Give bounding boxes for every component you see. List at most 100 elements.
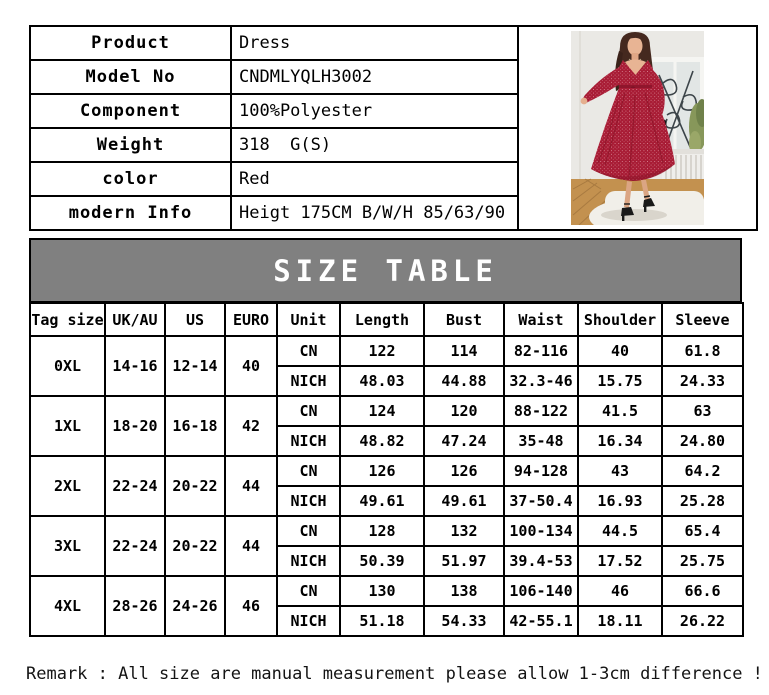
unit-cell: NICH bbox=[276, 605, 341, 637]
product-photo bbox=[571, 31, 704, 225]
measurement-cell: 44.88 bbox=[423, 365, 505, 397]
measurement-cell: 44.5 bbox=[577, 515, 663, 547]
spec-label: modern Info bbox=[29, 195, 232, 231]
tag-size-cell: 3XL bbox=[29, 515, 106, 577]
size-cell: 24-26 bbox=[164, 575, 226, 637]
spec-label: Weight bbox=[29, 127, 232, 163]
tag-size-cell: 4XL bbox=[29, 575, 106, 637]
tag-size-cell: 2XL bbox=[29, 455, 106, 517]
size-cell: 46 bbox=[224, 575, 278, 637]
measurement-cell: 46 bbox=[577, 575, 663, 607]
size-row-cn: 2XL 22-24 20-22 44 CN 126 126 94-128 43 … bbox=[29, 455, 744, 517]
spec-label: Model No bbox=[29, 59, 232, 95]
size-cell: 22-24 bbox=[104, 455, 166, 517]
size-row-nich: NICH 50.39 51.97 39.4-53 17.52 25.75 bbox=[30, 545, 744, 577]
size-row-nich: NICH 51.18 54.33 42-55.1 18.11 26.22 bbox=[30, 605, 744, 637]
measurement-cell: 138 bbox=[423, 575, 505, 607]
measurement-cell: 66.6 bbox=[661, 575, 744, 607]
tag-size-cell: 1XL bbox=[29, 395, 106, 457]
size-cell: 20-22 bbox=[164, 515, 226, 577]
measurement-cell: 15.75 bbox=[577, 365, 663, 397]
measurement-cell: 100-134 bbox=[503, 515, 579, 547]
measurement-cell: 43 bbox=[577, 455, 663, 487]
column-header: Bust bbox=[423, 302, 505, 337]
measurement-cell: 124 bbox=[339, 395, 425, 427]
size-row-cn: 1XL 18-20 16-18 42 CN 124 120 88-122 41.… bbox=[29, 395, 744, 457]
unit-cell: CN bbox=[276, 455, 341, 487]
measurement-cell: 106-140 bbox=[503, 575, 579, 607]
measurement-cell: 25.28 bbox=[661, 485, 744, 517]
measurement-cell: 18.11 bbox=[577, 605, 663, 637]
column-header: Unit bbox=[276, 302, 341, 337]
product-photo-frame bbox=[519, 25, 758, 231]
measurement-cell: 35-48 bbox=[503, 425, 579, 457]
size-cell: 44 bbox=[224, 515, 278, 577]
measurement-cell: 54.33 bbox=[423, 605, 505, 637]
remark-text: Remark : All size are manual measurement… bbox=[26, 664, 763, 684]
size-cell: 18-20 bbox=[104, 395, 166, 457]
spec-label: Component bbox=[29, 93, 232, 129]
spec-row: modern Info Heigt 175CM B/W/H 85/63/90 bbox=[29, 195, 519, 231]
measurement-cell: 51.18 bbox=[339, 605, 425, 637]
spec-value: 100%Polyester bbox=[230, 93, 519, 129]
measurement-cell: 50.39 bbox=[339, 545, 425, 577]
measurement-cell: 51.97 bbox=[423, 545, 505, 577]
measurement-cell: 63 bbox=[661, 395, 744, 427]
measurement-cell: 47.24 bbox=[423, 425, 505, 457]
measurement-cell: 24.80 bbox=[661, 425, 744, 457]
size-row-cn: 0XL 14-16 12-14 40 CN 122 114 82-116 40 … bbox=[29, 335, 744, 397]
size-cell: 14-16 bbox=[104, 335, 166, 397]
unit-cell: CN bbox=[276, 575, 341, 607]
spec-label: Product bbox=[29, 25, 232, 61]
measurement-cell: 32.3-46 bbox=[503, 365, 579, 397]
spec-label: color bbox=[29, 161, 232, 197]
unit-cell: NICH bbox=[276, 485, 341, 517]
size-cell: 12-14 bbox=[164, 335, 226, 397]
measurement-cell: 25.75 bbox=[661, 545, 744, 577]
column-header: UK/AU bbox=[104, 302, 166, 337]
measurement-cell: 128 bbox=[339, 515, 425, 547]
column-header: Length bbox=[339, 302, 425, 337]
size-cell: 44 bbox=[224, 455, 278, 517]
measurement-cell: 64.2 bbox=[661, 455, 744, 487]
measurement-cell: 65.4 bbox=[661, 515, 744, 547]
column-header: Shoulder bbox=[577, 302, 663, 337]
measurement-cell: 126 bbox=[339, 455, 425, 487]
measurement-cell: 17.52 bbox=[577, 545, 663, 577]
product-spec-table: Product Dress Model No CNDMLYQLH3002 Com… bbox=[29, 25, 519, 231]
size-cell: 28-26 bbox=[104, 575, 166, 637]
size-row-nich: NICH 49.61 49.61 37-50.4 16.93 25.28 bbox=[30, 485, 744, 517]
unit-cell: CN bbox=[276, 335, 341, 367]
spec-row: Model No CNDMLYQLH3002 bbox=[29, 59, 519, 95]
size-cell: 22-24 bbox=[104, 515, 166, 577]
measurement-cell: 41.5 bbox=[577, 395, 663, 427]
column-header: Tag size bbox=[29, 302, 106, 337]
measurement-cell: 122 bbox=[339, 335, 425, 367]
spec-row: Weight 318 G(S) bbox=[29, 127, 519, 163]
column-header: Waist bbox=[503, 302, 579, 337]
measurement-cell: 48.82 bbox=[339, 425, 425, 457]
spec-value: Red bbox=[230, 161, 519, 197]
measurement-cell: 16.34 bbox=[577, 425, 663, 457]
measurement-cell: 37-50.4 bbox=[503, 485, 579, 517]
unit-cell: CN bbox=[276, 515, 341, 547]
size-table-banner: SIZE TABLE bbox=[29, 238, 742, 303]
size-cell: 40 bbox=[224, 335, 278, 397]
size-row-cn: 3XL 22-24 20-22 44 CN 128 132 100-134 44… bbox=[29, 515, 744, 577]
measurement-cell: 120 bbox=[423, 395, 505, 427]
spec-value: Heigt 175CM B/W/H 85/63/90 bbox=[230, 195, 519, 231]
measurement-cell: 114 bbox=[423, 335, 505, 367]
column-header: EURO bbox=[224, 302, 278, 337]
unit-cell: NICH bbox=[276, 545, 341, 577]
measurement-cell: 126 bbox=[423, 455, 505, 487]
measurement-cell: 39.4-53 bbox=[503, 545, 579, 577]
size-table-header-row: Tag size UK/AU US EURO Unit Length Bust … bbox=[29, 302, 744, 337]
size-cell: 42 bbox=[224, 395, 278, 457]
measurement-cell: 49.61 bbox=[423, 485, 505, 517]
measurement-cell: 88-122 bbox=[503, 395, 579, 427]
spec-value: CNDMLYQLH3002 bbox=[230, 59, 519, 95]
spec-row: color Red bbox=[29, 161, 519, 197]
column-header: US bbox=[164, 302, 226, 337]
measurement-cell: 94-128 bbox=[503, 455, 579, 487]
unit-cell: CN bbox=[276, 395, 341, 427]
